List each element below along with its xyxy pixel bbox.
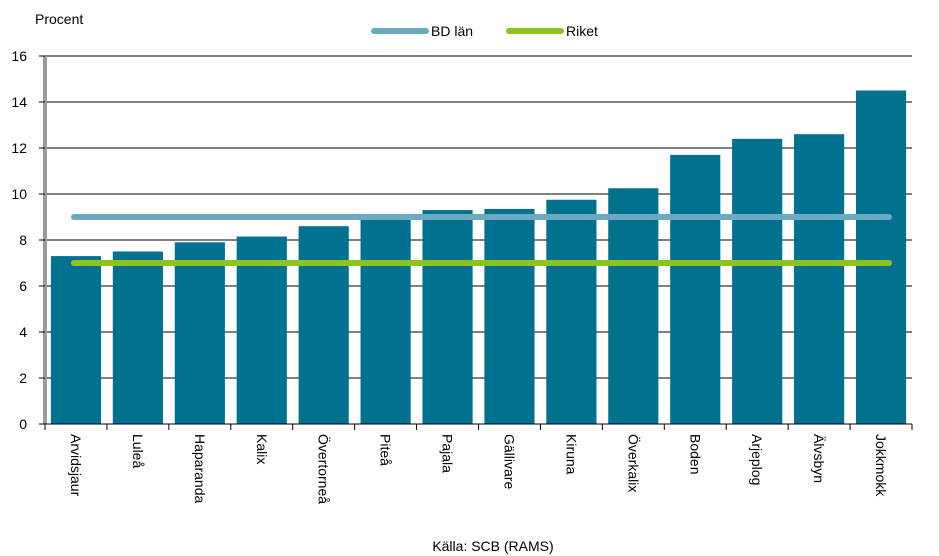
bar xyxy=(732,139,782,424)
legend-label: BD län xyxy=(431,23,473,39)
bar xyxy=(608,188,658,424)
bar xyxy=(361,217,411,424)
bar xyxy=(113,252,163,425)
y-tick-label: 14 xyxy=(11,94,27,110)
source-note: Källa: SCB (RAMS) xyxy=(432,538,553,554)
legend: BD län Riket xyxy=(374,23,598,39)
x-tick-label: Övertorneå xyxy=(316,434,333,504)
x-tick-label: Haparanda xyxy=(192,434,208,503)
y-tick-label: 0 xyxy=(19,416,27,432)
y-axis-label: Procent xyxy=(35,11,83,27)
y-tick-labels: 0 2 4 6 8 10 12 14 16 xyxy=(11,48,27,432)
bar xyxy=(670,155,720,424)
y-tick-label: 4 xyxy=(19,324,27,340)
y-tick-label: 16 xyxy=(11,48,27,64)
x-tick-label: Arjeplog xyxy=(749,434,765,485)
bar xyxy=(175,242,225,424)
bars xyxy=(51,91,906,425)
bar xyxy=(856,91,906,425)
bar xyxy=(51,256,101,424)
y-tick-label: 6 xyxy=(19,278,27,294)
x-tick-label: Pajala xyxy=(440,434,456,473)
y-tick-label: 2 xyxy=(19,370,27,386)
bar xyxy=(546,200,596,424)
x-tick-label: Luleå xyxy=(130,434,146,468)
bar xyxy=(422,210,472,424)
x-tick-label: Arvidsjaur xyxy=(68,434,84,497)
y-tick-label: 10 xyxy=(11,186,27,202)
y-tick-label: 12 xyxy=(11,140,27,156)
x-tick-label: Gällivare xyxy=(501,434,517,489)
x-tick-label: Jokkmokk xyxy=(873,434,889,497)
bar xyxy=(794,134,844,424)
x-tick-label: Älvsbyn xyxy=(811,434,827,483)
x-tick-label: Kiruna xyxy=(563,434,579,475)
x-tick-label: Boden xyxy=(687,434,703,474)
x-tick-labels: Arvidsjaur Luleå Haparanda Kalix Övertorneå P… xyxy=(68,434,889,504)
x-tick-label: Piteå xyxy=(378,434,394,466)
x-tick-label: Kalix xyxy=(254,434,270,464)
bar xyxy=(299,226,349,424)
y-tick-label: 8 xyxy=(19,232,27,248)
x-tick-label: Överkalix xyxy=(625,434,642,492)
legend-label: Riket xyxy=(566,23,598,39)
bar xyxy=(484,209,534,424)
